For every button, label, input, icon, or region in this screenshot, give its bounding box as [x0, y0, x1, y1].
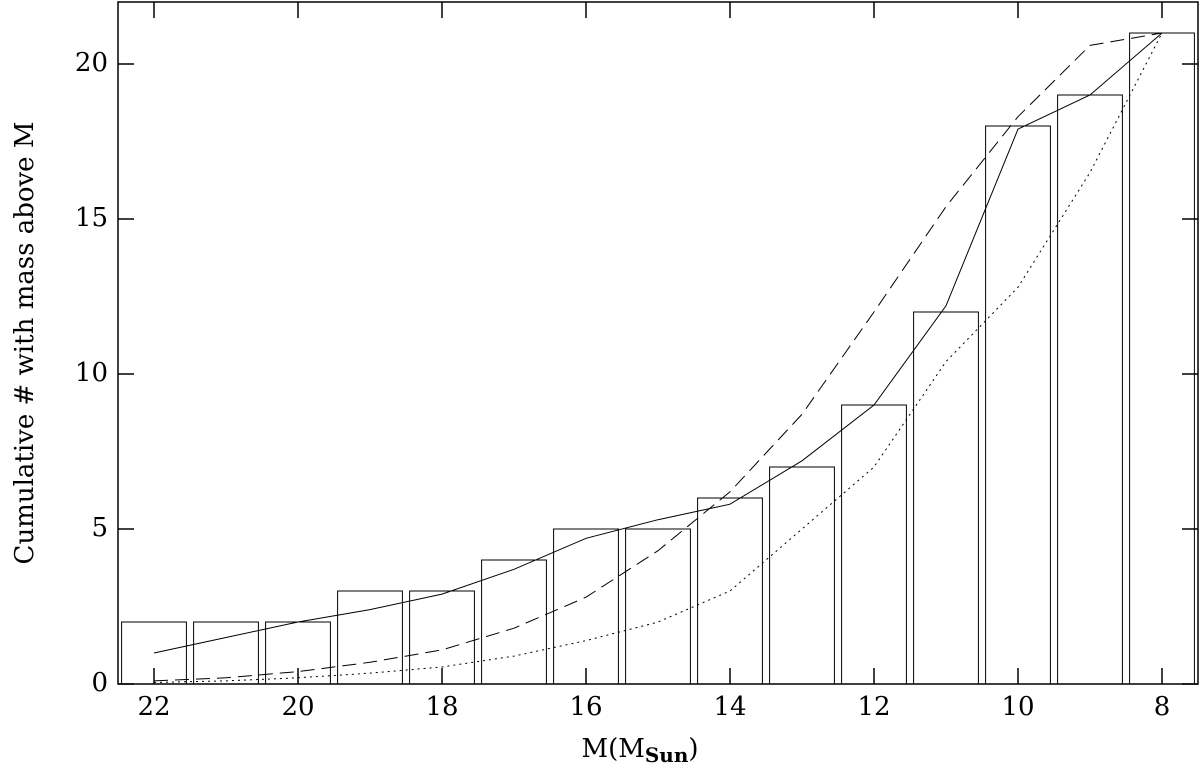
bar — [841, 404, 907, 685]
y-tick-label: 5 — [91, 513, 108, 543]
y-tick-label: 20 — [75, 48, 108, 78]
bar — [625, 528, 691, 685]
x-tick-label: 8 — [1154, 692, 1171, 722]
bar — [769, 466, 835, 685]
bar — [481, 559, 547, 685]
bar — [985, 125, 1051, 685]
bar — [337, 590, 403, 685]
bar — [409, 590, 475, 685]
bar — [913, 311, 979, 685]
x-tick-label: 10 — [1001, 692, 1034, 722]
x-tick-label: 14 — [713, 692, 746, 722]
y-tick-label: 0 — [91, 668, 108, 698]
x-tick-label: 16 — [569, 692, 602, 722]
y-tick-label: 15 — [75, 203, 108, 233]
x-axis-label: M(MSun) — [581, 734, 698, 767]
curve-dotted — [153, 32, 1163, 683]
y-axis-label: Cumulative # with mass above M — [10, 122, 40, 565]
bar — [1129, 32, 1195, 685]
plot-frame — [117, 1, 1199, 685]
x-tick-label: 22 — [137, 692, 170, 722]
y-tick-label: 10 — [75, 358, 108, 388]
curve-solid — [153, 32, 1163, 654]
bar — [1057, 94, 1123, 685]
x-tick-label: 12 — [857, 692, 890, 722]
x-label-sub: Sun — [645, 743, 689, 767]
x-tick-label: 20 — [281, 692, 314, 722]
bar — [553, 528, 619, 685]
curve-dashed — [153, 32, 1163, 682]
x-label-main: M(M — [581, 734, 644, 764]
x-label-close: ) — [688, 734, 698, 764]
bar — [697, 497, 763, 685]
bar — [121, 621, 187, 685]
x-tick-label: 18 — [425, 692, 458, 722]
bar — [193, 621, 259, 685]
